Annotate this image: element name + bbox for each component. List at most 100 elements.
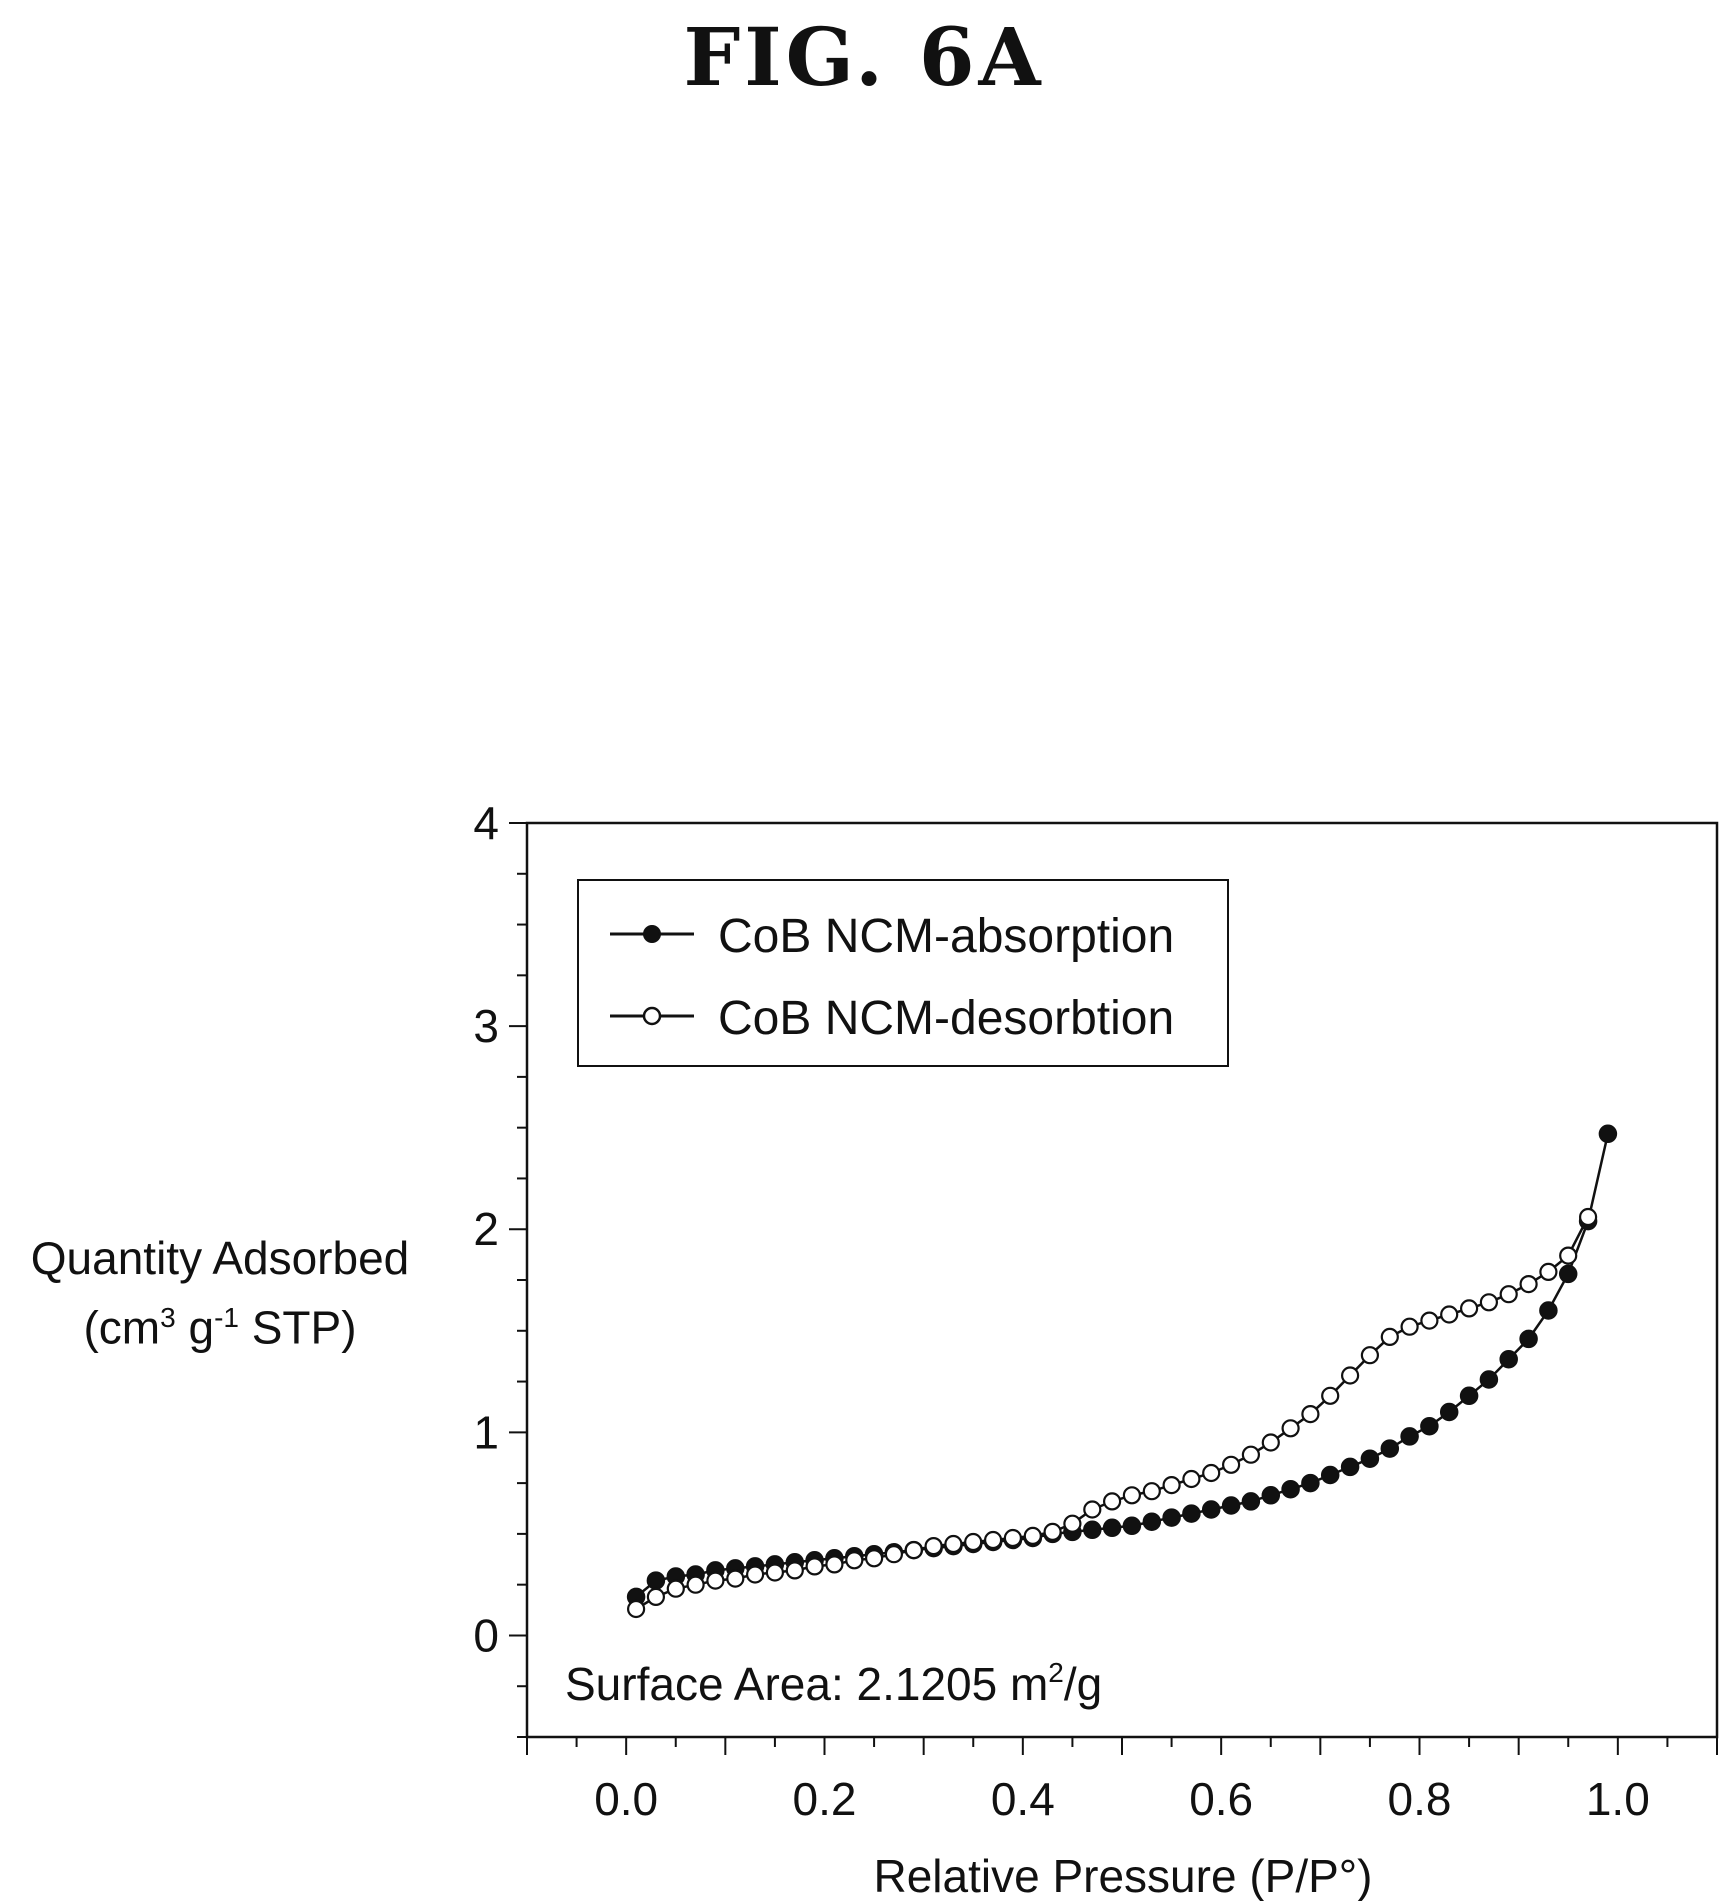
- absorption-point: [1380, 1439, 1400, 1458]
- desorption-point: [1102, 1492, 1122, 1511]
- desorption-point: [1003, 1528, 1023, 1548]
- y-tick-label: 3: [473, 1000, 499, 1052]
- absorption-point: [1102, 1518, 1122, 1538]
- desorption-point: [1400, 1317, 1419, 1336]
- desorption-point: [1559, 1246, 1578, 1265]
- legend-label-absorption: CoB NCM-absorption: [718, 910, 1174, 963]
- y-axis-label-unit: (cm3 g-1 STP): [83, 1301, 357, 1354]
- desorption-point: [924, 1536, 943, 1556]
- axes-layer: 0.0 0.2 0.4 0.6 0.8 1.0 0 1 2 3 4: [473, 797, 1719, 1825]
- absorption-point: [1598, 1124, 1618, 1144]
- desorption-point: [1241, 1445, 1261, 1464]
- desorption-point: [646, 1587, 666, 1607]
- absorption-point: [1439, 1402, 1459, 1422]
- desorption-point: [1479, 1293, 1499, 1312]
- absorption-point: [1519, 1329, 1538, 1349]
- desorption-point: [964, 1532, 983, 1552]
- x-axis-label: Relative Pressure (P/P°): [874, 1850, 1373, 1901]
- desorption-point: [1202, 1463, 1221, 1483]
- absorption-point: [1221, 1496, 1241, 1515]
- absorption-point: [646, 1571, 666, 1590]
- absorption-point: [1241, 1492, 1261, 1511]
- desorption-point: [904, 1540, 923, 1560]
- desorption-point: [1221, 1455, 1241, 1474]
- absorption-point: [1281, 1479, 1300, 1499]
- absorption-point: [1261, 1486, 1281, 1505]
- y-axis-label-line1: Quantity Adsorbed: [30, 1232, 410, 1284]
- desorption-point: [1281, 1419, 1300, 1438]
- legend-marker-absorption: [643, 925, 661, 943]
- desorption-point: [1539, 1262, 1558, 1282]
- desorption-point: [1023, 1526, 1042, 1546]
- y-tick-label: 4: [473, 797, 499, 849]
- legend-box: [577, 879, 1229, 1067]
- x-tick-label: 0.0: [594, 1773, 658, 1825]
- absorption-point: [1499, 1349, 1518, 1369]
- desorption-point: [1360, 1346, 1380, 1365]
- desorption-point: [1182, 1469, 1201, 1489]
- y-axis-label: Quantity Adsorbed (cm3 g-1 STP): [10, 1228, 430, 1357]
- desorption-point: [1578, 1207, 1598, 1227]
- absorption-point: [1420, 1416, 1439, 1436]
- desorption-point: [745, 1565, 765, 1584]
- series-line-absorption: [635, 1133, 1610, 1598]
- desorption-point: [884, 1545, 904, 1564]
- absorption-point: [1459, 1386, 1479, 1406]
- desorption-point: [1301, 1404, 1320, 1424]
- absorption-point: [1539, 1301, 1558, 1320]
- desorption-point: [845, 1551, 864, 1570]
- x-tick-label: 0.2: [793, 1773, 857, 1825]
- absorption-point: [1558, 1264, 1578, 1284]
- absorption-point: [1083, 1520, 1102, 1540]
- absorption-point: [1301, 1473, 1320, 1493]
- desorption-point: [666, 1579, 685, 1598]
- y-tick-label: 1: [473, 1406, 499, 1458]
- absorption-point: [1142, 1512, 1162, 1531]
- x-tick-label: 0.6: [1189, 1773, 1253, 1825]
- desorption-point: [1459, 1299, 1479, 1318]
- absorption-point: [1320, 1465, 1340, 1485]
- desorption-point: [626, 1599, 646, 1619]
- desorption-point: [706, 1571, 725, 1590]
- desorption-point: [785, 1561, 804, 1580]
- desorption-point: [1499, 1285, 1518, 1304]
- desorption-point: [1063, 1514, 1082, 1533]
- absorption-point: [1479, 1370, 1499, 1389]
- absorption-point: [1360, 1449, 1380, 1468]
- figure-title: FIG. 6A: [683, 10, 1045, 104]
- desorption-point: [1162, 1475, 1181, 1495]
- legend-label-desorption: CoB NCM-desorbtion: [718, 992, 1174, 1045]
- desorption-point: [1142, 1482, 1161, 1501]
- desorption-point: [1519, 1274, 1538, 1294]
- y-tick-label: 2: [473, 1203, 499, 1255]
- absorption-point: [1400, 1427, 1419, 1446]
- desorption-point: [1440, 1305, 1459, 1324]
- desorption-point: [1043, 1522, 1062, 1542]
- desorption-point: [726, 1569, 745, 1588]
- desorption-point: [1380, 1327, 1399, 1347]
- x-tick-label: 0.8: [1388, 1773, 1452, 1825]
- absorption-point: [1122, 1516, 1142, 1536]
- desorption-point: [825, 1555, 844, 1574]
- desorption-point: [805, 1557, 824, 1576]
- surface-area-annotation: Surface Area: 2.1205 m2/g: [565, 1657, 1102, 1710]
- series-layer: [626, 1124, 1618, 1619]
- absorption-point: [1201, 1500, 1221, 1519]
- absorption-point: [1340, 1457, 1360, 1477]
- y-tick-label: 0: [473, 1609, 499, 1661]
- desorption-point: [983, 1530, 1003, 1550]
- desorption-point: [1321, 1386, 1340, 1405]
- absorption-point: [1162, 1508, 1181, 1527]
- desorption-point: [1261, 1433, 1280, 1452]
- desorption-point: [944, 1534, 963, 1554]
- desorption-point: [765, 1563, 785, 1582]
- desorption-point: [864, 1549, 884, 1568]
- x-tick-label: 0.4: [991, 1773, 1055, 1825]
- legend-marker-desorption: [642, 1006, 662, 1026]
- desorption-point: [1083, 1500, 1102, 1519]
- legend: CoB NCM-absorption CoB NCM-desorbtion: [577, 879, 1229, 1067]
- absorption-point: [1182, 1504, 1201, 1523]
- x-tick-label: 1.0: [1586, 1773, 1650, 1825]
- desorption-point: [686, 1575, 705, 1594]
